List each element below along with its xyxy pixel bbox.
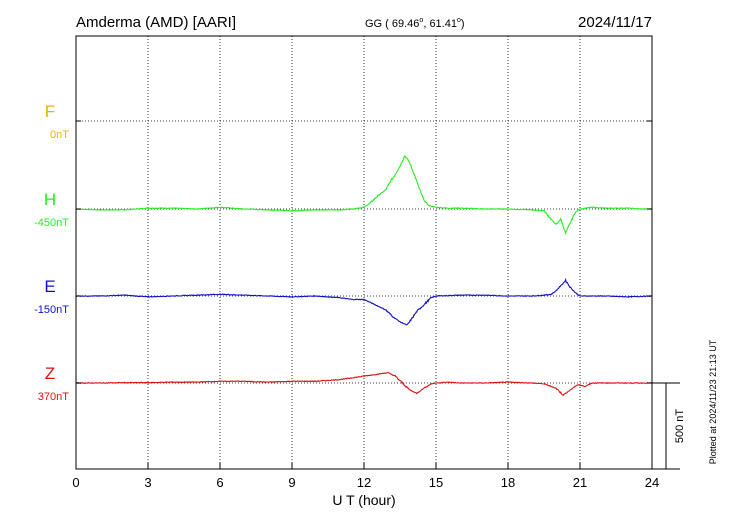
grid-lines — [76, 36, 652, 469]
x-tick-label: 15 — [429, 475, 443, 490]
series-baseline-F: 0nT — [50, 129, 69, 141]
x-tick-label: 6 — [216, 475, 223, 490]
trace-H — [76, 155, 653, 236]
x-tick-label: 18 — [501, 475, 515, 490]
trace-Z — [75, 371, 653, 396]
x-axis-label: U T (hour) — [332, 492, 395, 508]
series-baseline-E: -150nT — [34, 304, 69, 316]
scale-bar-label: 500 nT — [674, 409, 686, 444]
date-label: 2024/11/17 — [578, 14, 652, 31]
series-name-E: E — [44, 277, 55, 296]
station-title: Amderma (AMD) [AARI] — [76, 14, 236, 31]
series-name-H: H — [44, 190, 56, 209]
x-tick-label: 12 — [357, 475, 371, 490]
x-tick-label: 3 — [144, 475, 151, 490]
x-tick-label: 0 — [72, 475, 79, 490]
series-labels: F 0nT H -450nT E -150nT Z 370nT — [34, 102, 69, 403]
x-tick-label: 21 — [573, 475, 587, 490]
series-baseline-H: -450nT — [34, 217, 69, 229]
x-tick-label: 24 — [645, 475, 659, 490]
scale-bar: 500 nT — [652, 382, 686, 470]
series-name-F: F — [45, 102, 55, 121]
series-baseline-Z: 370nT — [38, 391, 69, 403]
x-axis-ticks: 0 3 6 9 12 15 18 21 24 — [72, 120, 659, 490]
trace-E — [75, 277, 652, 326]
series-name-Z: Z — [45, 364, 55, 383]
coordinates-label: GG ( 69.46o, 61.41o) — [365, 17, 465, 30]
plotted-at-note: Plotted at 2024/11/23 21:13 UT — [708, 339, 718, 464]
x-tick-label: 9 — [288, 475, 295, 490]
trace-lines — [75, 155, 653, 396]
